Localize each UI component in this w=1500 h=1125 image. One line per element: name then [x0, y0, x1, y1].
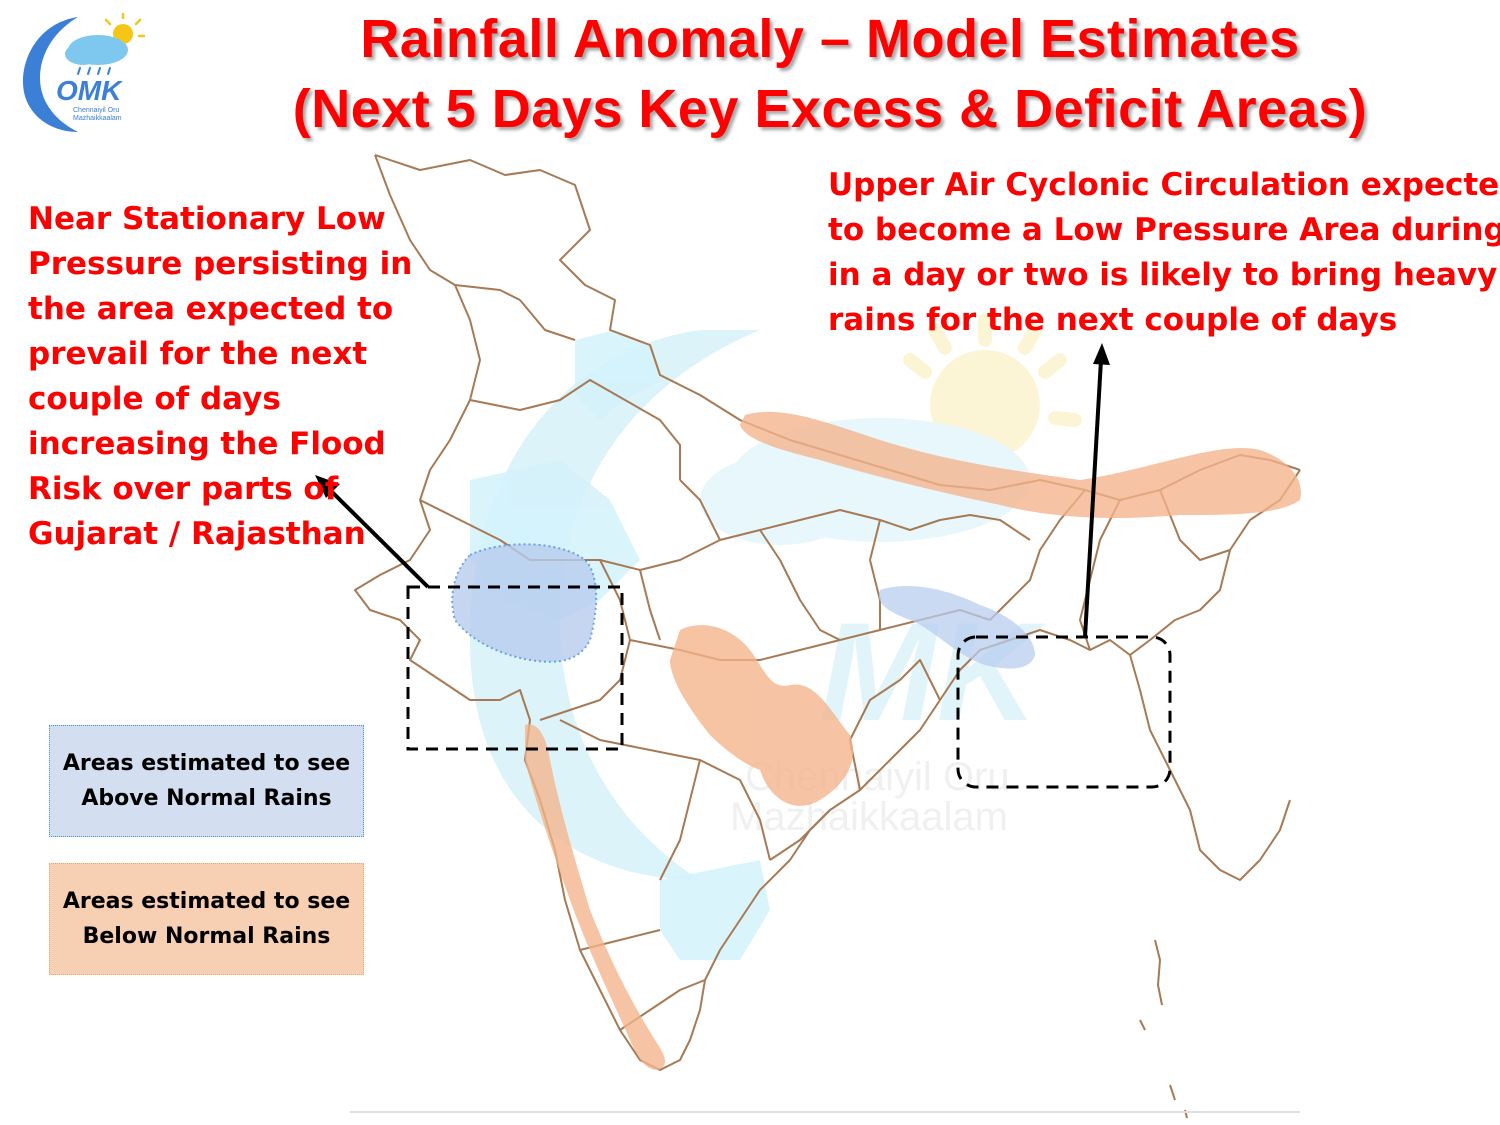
- above-normal-areas: [451, 543, 1035, 669]
- logo-subtitle1: Chennaiyil Oru: [73, 107, 119, 114]
- west-coast-deficit: [525, 724, 666, 1070]
- annotation-left-line: Gujarat / Rajasthan: [28, 516, 366, 552]
- watermark-line2: Mazhaikkaalam: [730, 795, 1008, 839]
- annotation-left-line: prevail for the next: [28, 336, 368, 372]
- annotation-right-line: Upper Air Cyclonic Circulation expected: [828, 167, 1500, 203]
- logo-subtitle2: Mazhaikkaalam: [73, 115, 122, 122]
- annotation-left-line: Near Stationary Low: [28, 201, 386, 237]
- odisha-bay-excess: [879, 585, 1035, 669]
- annotation-left: Near Stationary Low Pressure persisting …: [28, 197, 413, 557]
- annotation-left-line: Risk over parts of: [28, 471, 339, 507]
- himalayan-foothill-deficit: [740, 411, 1301, 518]
- annotation-right-line: rains for the next couple of days: [828, 302, 1398, 338]
- omk-logo: OMK Chennaiyil Oru Mazhaikkaalam: [23, 12, 146, 132]
- annotation-right-line: to become a Low Pressure Area during: [828, 212, 1500, 248]
- central-india-deficit: [670, 625, 854, 806]
- legend-below-normal: Areas estimated to see Below Normal Rain…: [49, 863, 364, 975]
- legend-above-line2: Above Normal Rains: [81, 786, 332, 811]
- page-title-line1: Rainfall Anomaly – Model Estimates: [360, 9, 1300, 69]
- annotation-left-line: increasing the Flood: [28, 426, 386, 462]
- annotation-right: Upper Air Cyclonic Circulation expected …: [828, 163, 1500, 343]
- logo-text: OMK: [56, 75, 123, 106]
- arrow-right: [1083, 343, 1110, 638]
- below-normal-areas: [525, 411, 1301, 1070]
- legend-above-line1: Areas estimated to see: [62, 751, 351, 776]
- legend-above-normal: Areas estimated to see Above Normal Rain…: [49, 725, 364, 837]
- crescent-icon: [23, 17, 78, 132]
- annotation-left-line: Pressure persisting in: [28, 246, 413, 282]
- annotation-left-line: the area expected to: [28, 291, 394, 327]
- andaman-islands: [1139, 939, 1188, 1119]
- legend-below-line1: Areas estimated to see: [62, 889, 351, 914]
- annotation-right-line: in a day or two is likely to bring heavy: [828, 257, 1498, 293]
- gujarat-rajasthan-excess: [451, 543, 598, 663]
- bay-focus-box: [956, 635, 1172, 789]
- legend-below-line2: Below Normal Rains: [82, 924, 331, 949]
- annotation-left-line: couple of days: [28, 381, 281, 417]
- page-title-line2: (Next 5 Days Key Excess & Deficit Areas): [292, 79, 1368, 139]
- gujarat-focus-box: [406, 585, 624, 751]
- arrow-left: [315, 475, 430, 589]
